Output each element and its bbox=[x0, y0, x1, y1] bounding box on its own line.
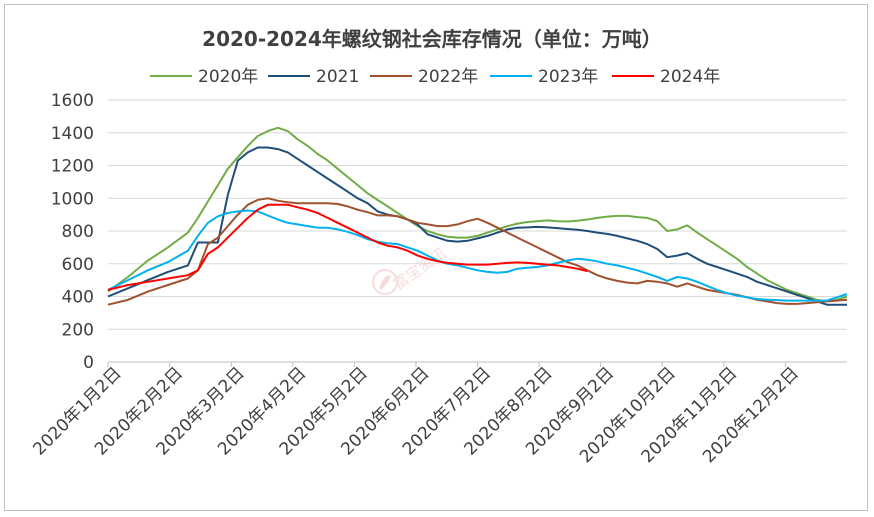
y-tick-label: 0 bbox=[83, 353, 94, 373]
series-line bbox=[107, 203, 588, 291]
legend-label: 2021 bbox=[316, 67, 359, 87]
y-tick-label: 1600 bbox=[51, 91, 94, 111]
legend-label: 2020年 bbox=[198, 67, 258, 87]
series-line bbox=[107, 146, 847, 306]
legend: 2020年 2021 2022年 2023年 2024年 bbox=[150, 67, 720, 87]
y-tick-label: 800 bbox=[62, 222, 94, 242]
y-tick-label: 600 bbox=[62, 255, 94, 275]
chart-title: 2020-2024年螺纹钢社会库存情况（单位：万吨） bbox=[202, 27, 662, 51]
gridlines bbox=[108, 99, 847, 330]
legend-label: 2023年 bbox=[538, 67, 598, 87]
y-tick-label: 1400 bbox=[51, 124, 94, 144]
series-line bbox=[107, 209, 848, 302]
y-axis-ticks: 0 200 400 600 800 1000 1200 1400 1600 bbox=[51, 91, 94, 373]
y-tick-label: 1200 bbox=[51, 157, 94, 177]
series-lines bbox=[107, 126, 848, 306]
y-tick-label: 1000 bbox=[51, 189, 94, 209]
legend-label: 2024年 bbox=[660, 67, 720, 87]
y-tick-label: 200 bbox=[62, 320, 94, 340]
chart-frame bbox=[4, 4, 868, 511]
series-line bbox=[107, 126, 848, 303]
series-line bbox=[107, 197, 848, 306]
x-axis-ticks: 2020年1月2日2020年2月2日2020年3月2日2020年4月2日2020… bbox=[29, 362, 803, 467]
legend-label: 2022年 bbox=[418, 67, 478, 87]
y-tick-label: 400 bbox=[62, 288, 94, 308]
